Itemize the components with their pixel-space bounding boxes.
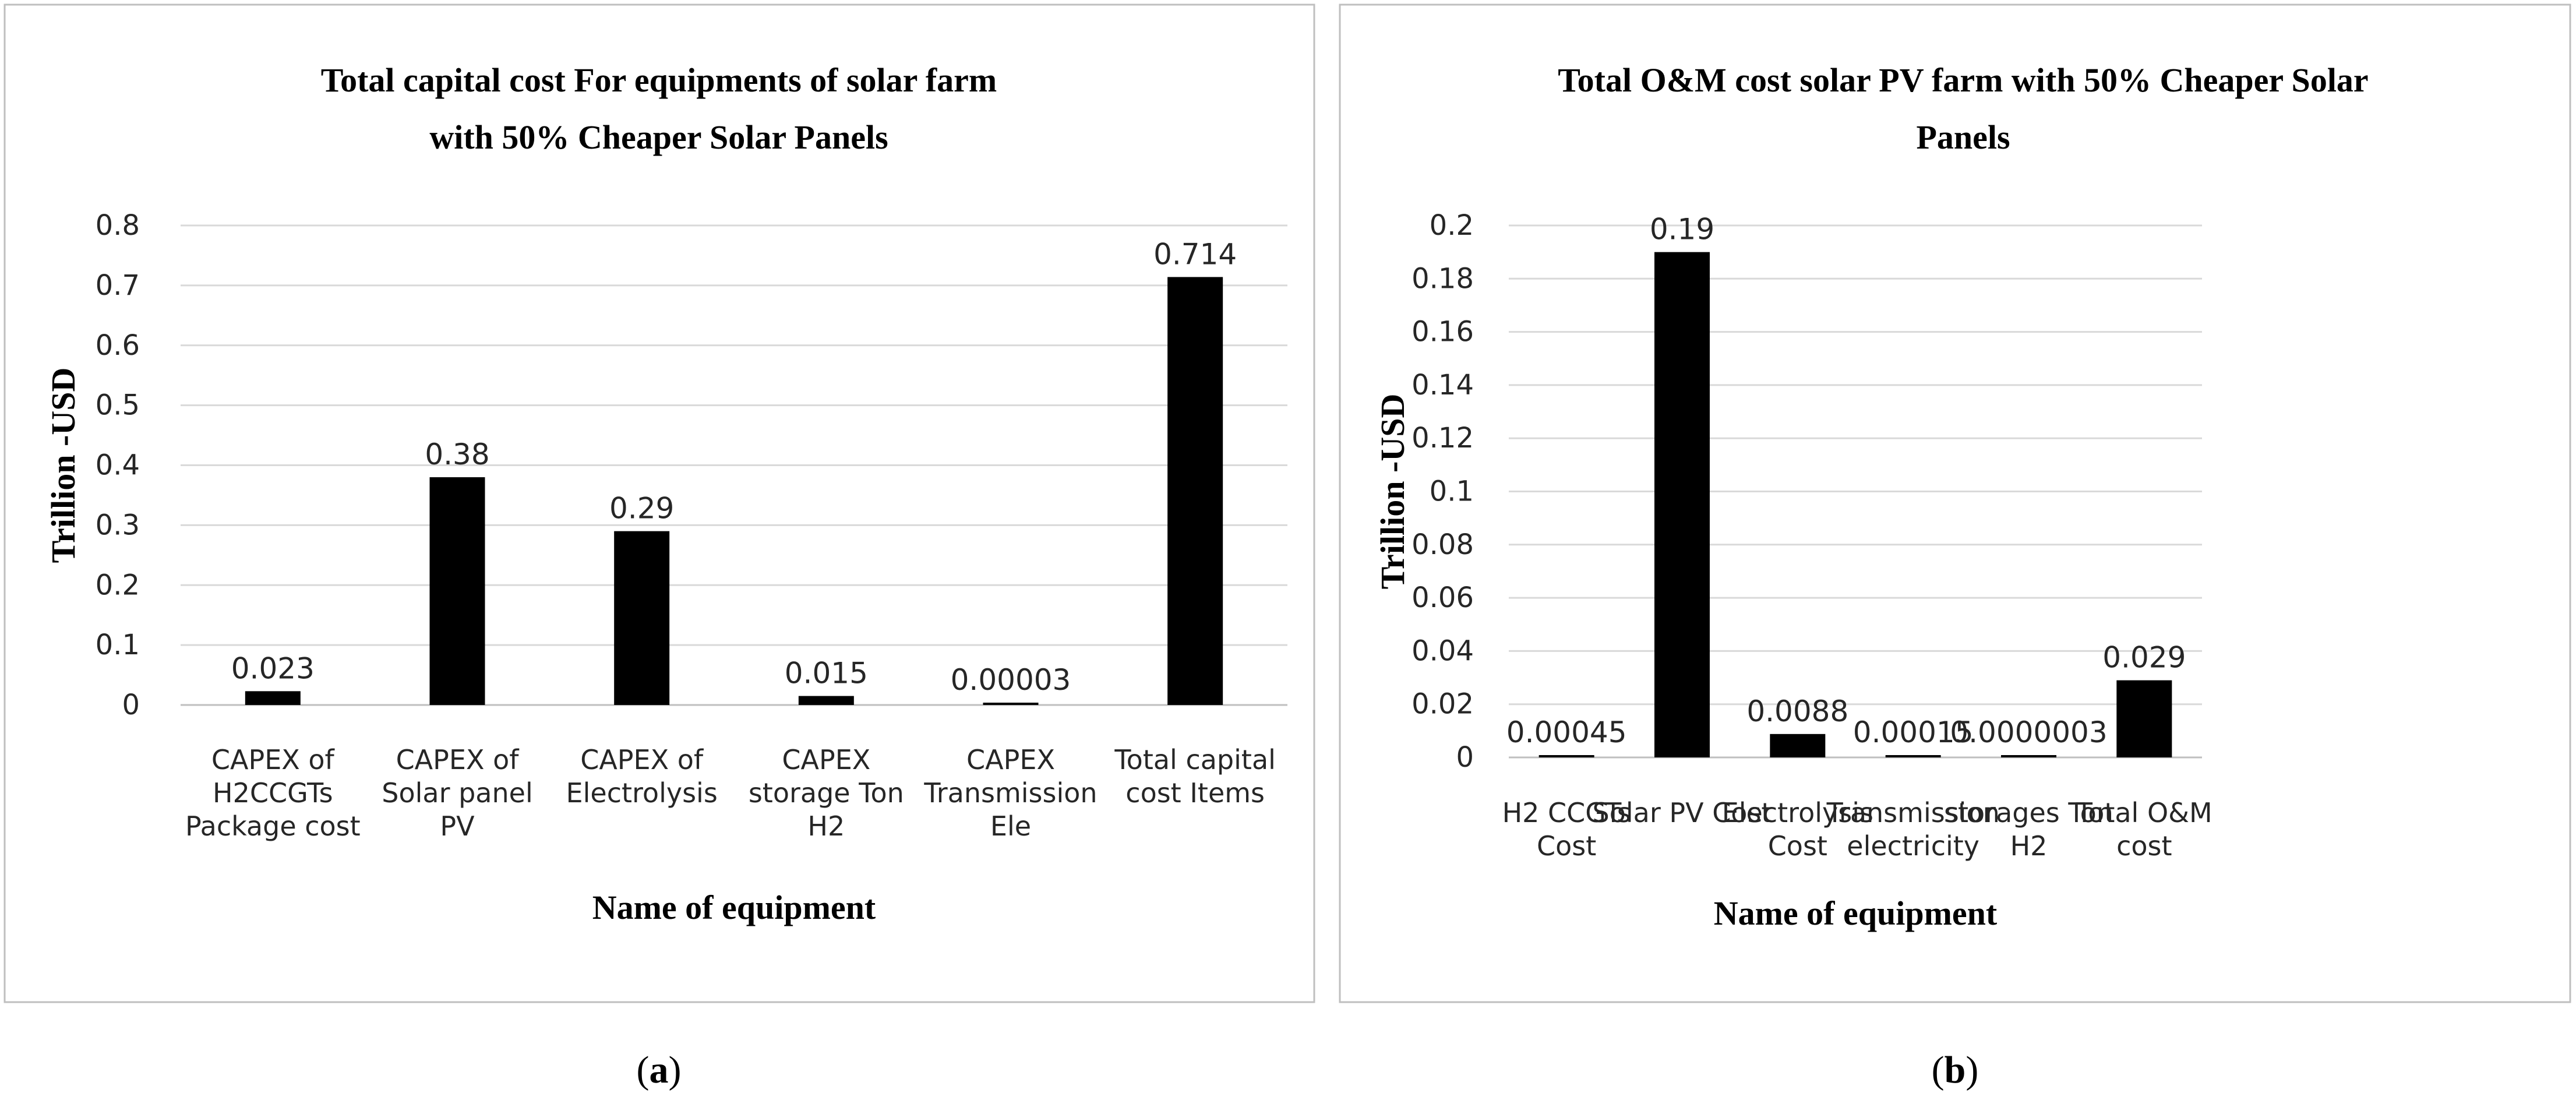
y-tick-label: 0.4	[96, 449, 140, 482]
y-tick-label: 0.1	[96, 629, 140, 661]
chart-b-border	[1339, 3, 2571, 1003]
data-label: 0.029	[2102, 641, 2186, 675]
bar	[2116, 680, 2172, 757]
y-tick-label: 0.06	[1411, 581, 1474, 614]
data-label: 0.29	[609, 492, 674, 526]
panel-label-b: (b)	[1932, 1049, 1979, 1091]
y-tick-label: 0.8	[96, 209, 140, 242]
bar	[798, 696, 854, 705]
panel-label-a: (a)	[637, 1049, 682, 1091]
category-label: Transmission	[1826, 797, 2000, 828]
x-axis-title: Name of equipment	[1714, 894, 1998, 932]
category-label: cost Items	[1125, 777, 1265, 809]
category-label: Transmission	[923, 777, 1097, 809]
data-label: 0.19	[1650, 213, 1714, 246]
y-tick-label: 0.12	[1411, 422, 1474, 454]
bar	[1538, 755, 1594, 757]
bar	[245, 691, 301, 705]
category-label: CAPEX of	[211, 744, 336, 775]
y-tick-label: 0.7	[96, 269, 140, 302]
chart-title-line: Total O&M cost solar PV farm with 50% Ch…	[1558, 61, 2368, 99]
y-tick-label: 0.5	[96, 389, 140, 422]
chart-b: Total O&M cost solar PV farm with 50% Ch…	[1374, 61, 2369, 932]
category-label: Package cost	[185, 810, 361, 842]
category-label: Total capital	[1114, 744, 1276, 775]
data-label: 0.00003	[951, 663, 1071, 697]
data-label: 0.38	[425, 438, 489, 471]
category-label: Ele	[990, 810, 1031, 842]
category-label: Electrolysis	[1722, 797, 1873, 828]
y-tick-label: 0	[1456, 741, 1474, 774]
y-tick-label: 0.04	[1411, 634, 1474, 667]
chart-a: Total capital cost For equipments of sol…	[44, 61, 1287, 926]
category-label: H2	[2010, 830, 2048, 862]
y-tick-label: 0.18	[1411, 262, 1474, 295]
x-axis-title: Name of equipment	[592, 889, 876, 926]
category-label: Total O&M	[2076, 797, 2212, 828]
category-label: cost	[2116, 830, 2172, 862]
y-tick-label: 0.14	[1411, 369, 1474, 401]
data-label: 0.0088	[1746, 694, 1848, 728]
category-label: H2	[807, 810, 845, 842]
chart-a-border	[3, 3, 1315, 1003]
y-tick-label: 0	[122, 689, 140, 721]
chart-title-line: Panels	[1916, 118, 2010, 156]
y-tick-label: 0.1	[1430, 475, 1474, 508]
bar	[1885, 755, 1941, 757]
chart-title-line: with 50% Cheaper Solar Panels	[429, 118, 888, 156]
y-tick-label: 0.02	[1411, 688, 1474, 721]
category-label: H2 CCGTs	[1502, 797, 1631, 828]
y-tick-label: 0.16	[1411, 316, 1474, 348]
bar	[429, 477, 485, 705]
category-label: CAPEX of	[396, 744, 520, 775]
y-tick-label: 0.2	[1430, 209, 1474, 242]
category-label: PV	[440, 810, 475, 842]
data-label: 0.0000003	[1950, 715, 2107, 749]
category-label: CAPEX of	[580, 744, 704, 775]
y-axis-title: Trillion -USD	[1374, 394, 1411, 590]
category-label: storage Ton	[749, 777, 904, 809]
category-label: Solar PV Cost	[1593, 797, 1772, 828]
category-label: electricity	[1847, 830, 1979, 862]
category-label: Electrolysis	[566, 777, 718, 809]
data-label: 0.714	[1153, 237, 1237, 271]
category-label: Solar panel	[382, 777, 532, 809]
category-label: Cost	[1768, 830, 1827, 862]
category-label: CAPEX	[966, 744, 1055, 775]
bar	[983, 703, 1039, 705]
data-label: 0.00045	[1506, 715, 1627, 749]
y-tick-label: 0.2	[96, 569, 140, 601]
category-label: storages Ton	[1944, 797, 2113, 828]
y-tick-label: 0.6	[96, 329, 140, 362]
category-label: H2CCGTs	[213, 777, 333, 809]
chart-title-line: Total capital cost For equipments of sol…	[321, 61, 997, 99]
y-axis-title: Trillion -USD	[44, 368, 82, 563]
category-label: Cost	[1537, 830, 1596, 862]
y-tick-label: 0.08	[1411, 528, 1474, 561]
bar	[1770, 734, 1826, 757]
data-label: 0.023	[231, 651, 315, 685]
category-label: CAPEX	[782, 744, 870, 775]
bar	[2001, 755, 2056, 757]
bar	[1654, 252, 1710, 757]
bar	[1167, 277, 1223, 705]
data-label: 0.015	[785, 657, 868, 690]
bar	[614, 531, 670, 705]
data-label: 0.00015	[1853, 715, 1974, 749]
y-tick-label: 0.3	[96, 509, 140, 541]
